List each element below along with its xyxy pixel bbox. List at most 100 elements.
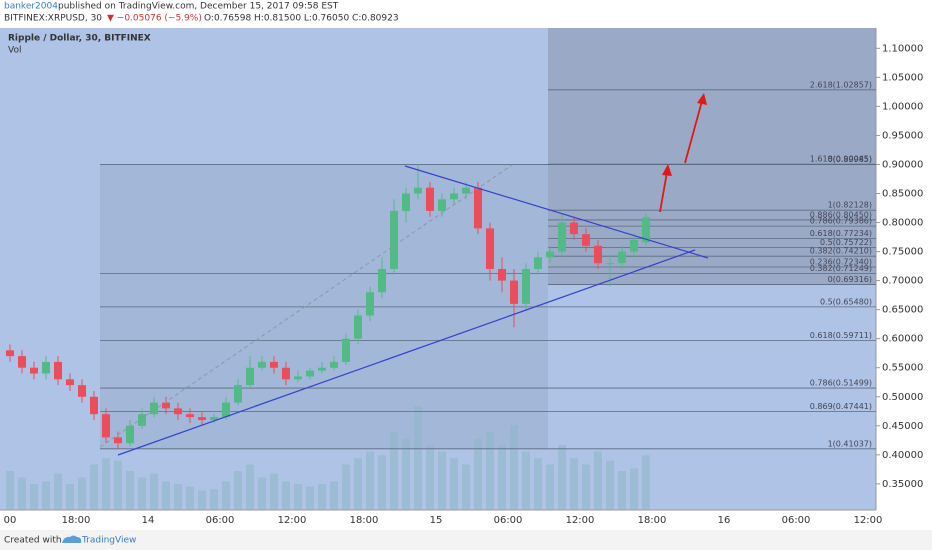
volume-bar [342,464,350,510]
volume-bar [174,484,182,510]
x-tick-label: 06:00 [782,515,811,526]
published: published on TradingView.com, December 1… [58,2,339,12]
volume-bar [150,473,158,510]
volume-bar [114,460,122,510]
y-tick-label: 0.95000 [882,130,923,141]
volume-bar [402,438,410,510]
volume-bar [186,486,194,510]
volume-bar [6,471,14,510]
volume-bar [66,484,74,510]
x-tick-label: 18:00 [638,515,667,526]
y-tick-label: 0.85000 [882,189,923,200]
fib-label: 0.786(0.79386) [810,217,872,226]
brand-icon [62,535,82,543]
candle-body [366,292,374,316]
trendline-lower [117,249,696,456]
candle-body [558,222,566,252]
candle-body [330,361,338,368]
fib-label: 0.618(0.77234) [810,229,872,238]
arrow [659,171,668,213]
volume-bar [426,445,434,510]
x-tick-label: 06:00 [206,515,235,526]
x-tick-label: 00 [4,515,17,526]
volume-bar [606,460,614,510]
volume-bar [30,484,38,510]
x-tick-label: 12:00 [278,515,307,526]
y-tick-label: 0.35000 [882,479,923,490]
candle-body [186,414,194,418]
symbol: BITFINEX:XRPUSD, 30 [4,14,102,24]
x-tick-label: 12:00 [854,515,883,526]
candle-body [390,210,398,269]
candle-body [474,187,482,229]
candle-body [570,222,578,235]
candle-body [606,263,614,265]
fib-label: 0.382(0.71249) [810,264,872,273]
volume-bar [534,458,542,510]
change: ▼ −0.05076 (−5.9%) [107,14,202,24]
candle-body [582,234,590,246]
candle-body [378,269,386,293]
candle-body [90,396,98,415]
candle-body [42,361,50,374]
candle-body [258,361,266,368]
candle-body [426,187,434,211]
volume-bar [102,458,110,510]
volume-bar [282,481,290,510]
volume-bar [90,464,98,510]
fib-label: 1.618(0.90045) [810,155,872,164]
fib-label: 1(0.82128) [828,201,872,210]
candle-body [342,338,350,362]
candle-body [270,361,278,368]
volume-bar [198,490,206,510]
volume-bar [366,451,374,510]
candle-body [462,187,470,194]
candle-body [126,425,134,444]
volume-bar [138,477,146,510]
volume-bar [546,464,554,510]
candle-body [294,376,302,380]
volume-bar [210,489,218,510]
volume-bar [222,481,230,510]
fib-label: 0.382(0.74210) [810,247,872,256]
fib-label: 0.5(0.65480) [820,297,872,306]
x-tick-label: 14 [142,515,155,526]
fib-label: 0.5(0.75722) [820,238,872,247]
volume-bar [258,477,266,510]
y-tick-label: 1.00000 [882,101,923,112]
volume-bar [330,481,338,510]
trendline-upper [404,165,709,259]
price-axis [876,28,932,510]
candle-body [522,269,530,304]
candle-body [414,187,422,194]
volume-bar [234,471,242,510]
candle-body [54,361,62,380]
arrow-head [697,93,707,105]
candle-body [450,193,458,200]
volume-bar [594,451,602,510]
candle-body [198,417,206,420]
candle-body [138,414,146,426]
volume-bar [354,458,362,510]
candle-body [630,239,638,252]
candle-body [618,251,626,264]
candle-body [510,280,518,304]
candle-body [210,417,218,420]
fib-label: 2.618(1.02857) [810,80,872,89]
candle-body [642,217,650,243]
candle-body [162,402,170,409]
y-tick-label: 0.75000 [882,247,923,258]
candle-body [66,379,74,386]
volume-bar [18,477,26,510]
candle-body [402,193,410,211]
dashed-trend [99,164,513,448]
ohlc: O:0.76598 H:0.81500 L:0.76050 C:0.80923 [204,14,399,24]
fib-box [548,28,876,285]
volume-bar [378,455,386,510]
candle-body [114,437,122,444]
volume-bar [642,455,650,510]
volume-bar [306,486,314,510]
candle-body [498,269,506,281]
fib-label: 0(0.69316) [828,275,872,284]
